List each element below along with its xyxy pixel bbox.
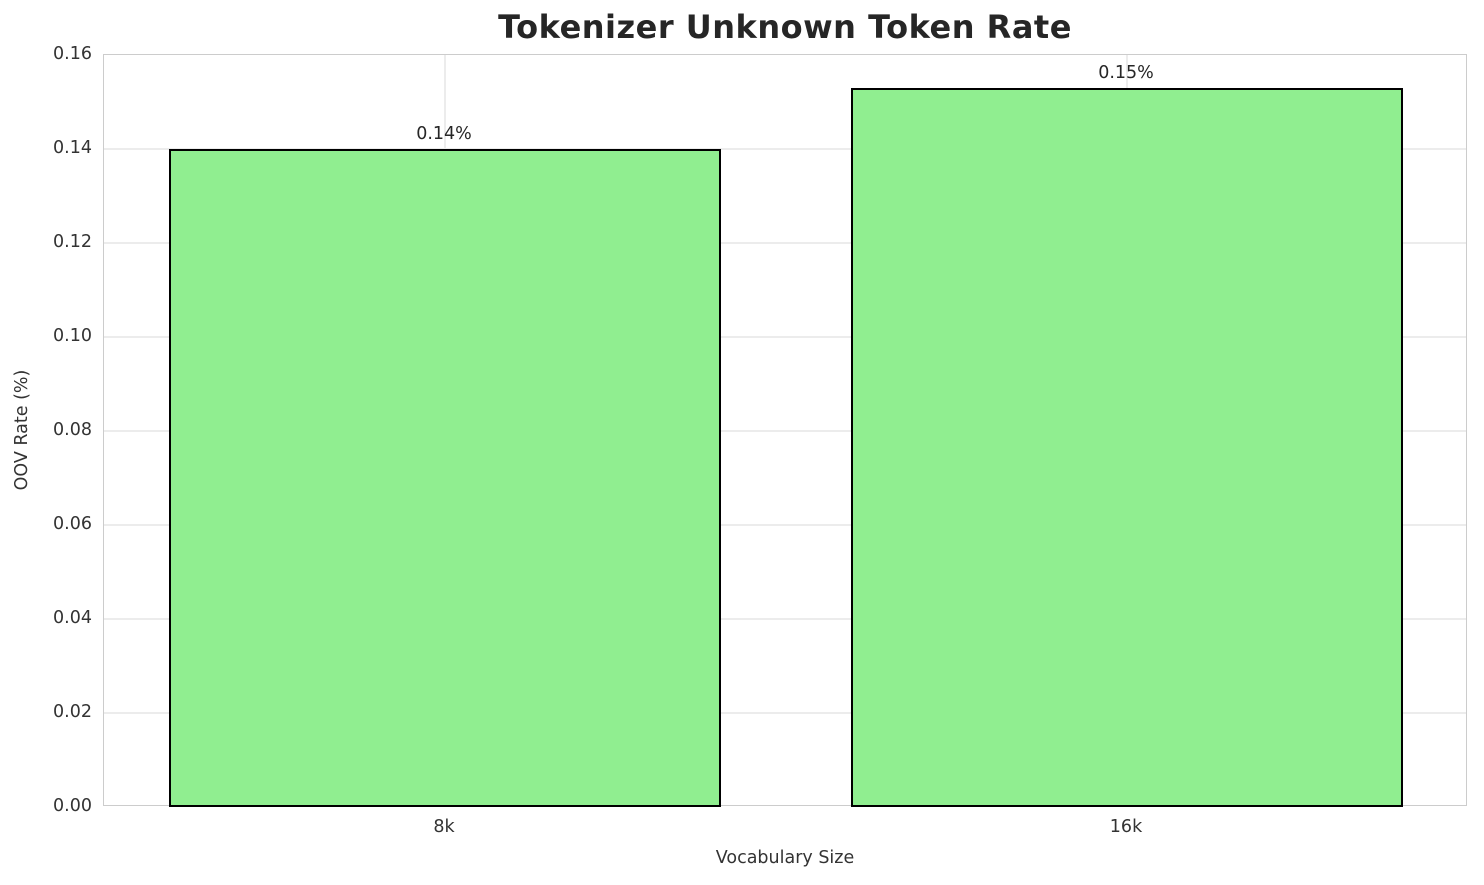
h-gridline [104,430,1466,432]
xtick-label: 8k [433,817,455,837]
x-axis-label: Vocabulary Size [715,848,855,868]
bar-value-label: 0.15% [1098,62,1154,83]
h-gridline [104,242,1466,244]
y-axis-label: OOV Rate (%) [12,369,32,491]
bar-value-label: 0.14% [416,124,472,144]
ytick-label: 0.02 [53,702,92,722]
ytick-label: 0.16 [53,44,92,64]
h-gridline [104,618,1466,620]
ytick-label: 0.08 [53,420,92,440]
ytick-label: 0.12 [53,232,92,252]
ytick-label: 0.00 [53,796,92,816]
h-gridline [104,524,1466,526]
ytick-label: 0.14 [53,138,92,158]
bar-8k [168,149,722,807]
ytick-label: 0.06 [53,514,92,534]
ytick-label: 0.10 [53,326,92,346]
h-gridline [104,712,1466,714]
h-gridline [104,148,1466,150]
ytick-label: 0.04 [53,608,92,628]
xtick-label: 16k [1109,817,1143,837]
h-gridline [104,336,1466,338]
bar-16k [850,87,1404,807]
plot-area [103,54,1467,807]
chart-title: Tokenizer Unknown Token Rate [498,8,1072,46]
